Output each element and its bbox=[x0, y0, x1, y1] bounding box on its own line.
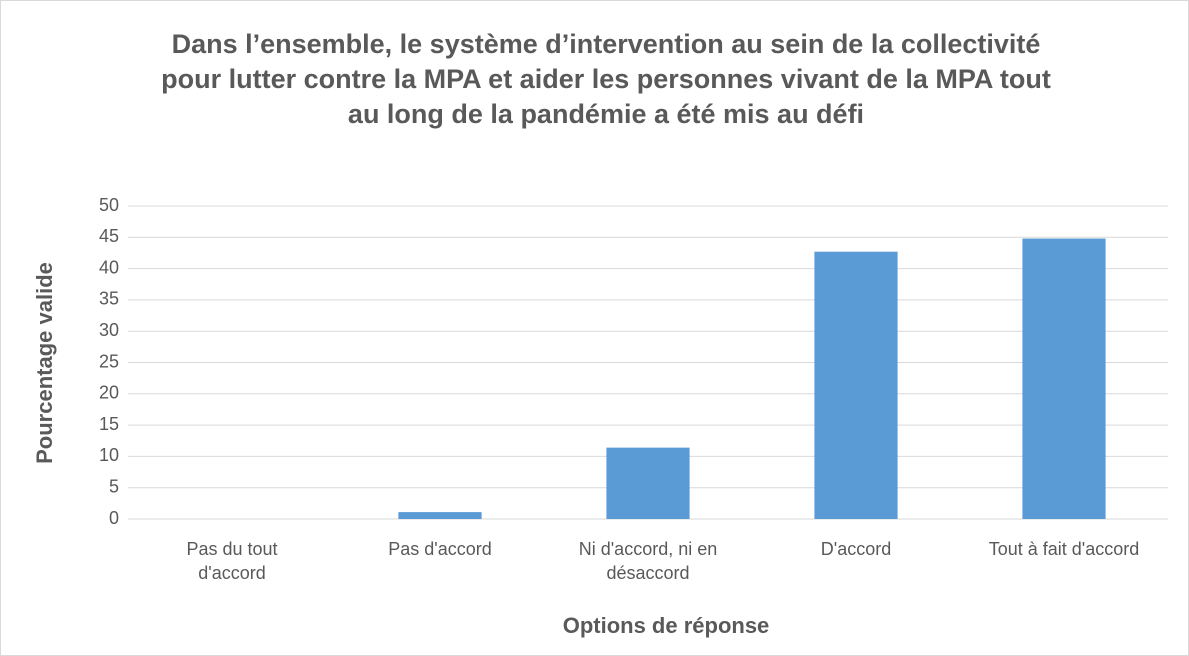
y-tick-label: 40 bbox=[99, 257, 119, 277]
y-tick-label: 0 bbox=[109, 508, 119, 528]
y-axis-label: Pourcentage valide bbox=[32, 262, 57, 464]
chart-title: Dans l’ensemble, le système d’interventi… bbox=[161, 29, 1051, 129]
x-tick-label: Ni d'accord, ni en désaccord bbox=[578, 539, 718, 583]
bar bbox=[814, 251, 898, 519]
x-tick-label: Pas du tout d'accord bbox=[186, 539, 278, 583]
y-tick-label: 25 bbox=[99, 351, 119, 371]
x-axis-label: Options de réponse bbox=[562, 613, 770, 638]
y-tick-label: 15 bbox=[99, 414, 119, 434]
x-tick-label: Pas d'accord bbox=[388, 539, 492, 559]
x-tick-label: D'accord bbox=[820, 539, 892, 559]
y-tick-label: 50 bbox=[99, 195, 119, 215]
bar bbox=[606, 447, 690, 519]
bar bbox=[1022, 238, 1106, 519]
y-tick-label: 35 bbox=[99, 289, 119, 309]
y-tick-label: 20 bbox=[99, 383, 119, 403]
y-tick-label: 45 bbox=[99, 226, 119, 246]
y-tick-label: 10 bbox=[99, 445, 119, 465]
y-tick-label: 5 bbox=[109, 476, 119, 496]
y-tick-label: 30 bbox=[99, 320, 119, 340]
x-tick-label: Tout à fait d'accord bbox=[988, 539, 1140, 559]
bar bbox=[398, 512, 482, 519]
